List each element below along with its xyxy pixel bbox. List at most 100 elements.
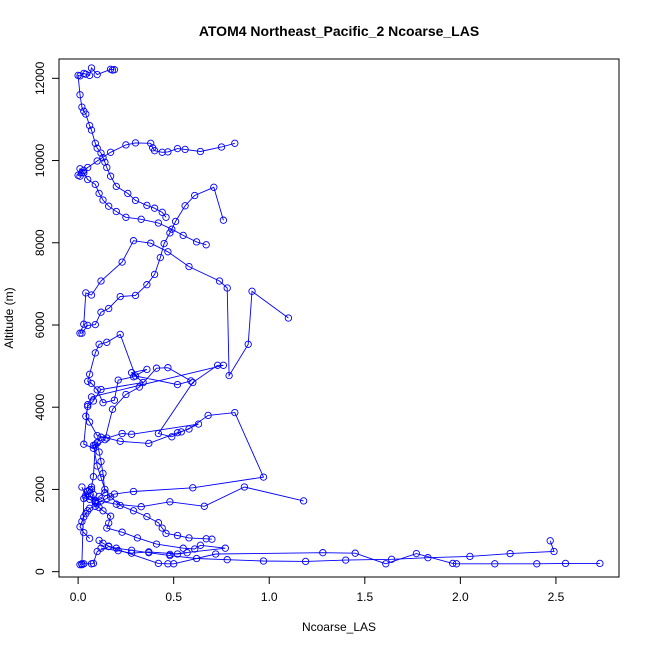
data-point — [133, 534, 142, 542]
data-point — [449, 559, 457, 568]
data-point — [219, 361, 228, 369]
data-point — [160, 239, 168, 248]
data-point — [95, 536, 103, 545]
series-2 — [82, 483, 308, 559]
y-axis-label: Altitude (m) — [2, 287, 16, 348]
data-point — [137, 215, 145, 223]
data-point — [97, 308, 105, 316]
data-point — [145, 549, 153, 557]
data-point — [143, 281, 151, 289]
data-point — [135, 383, 143, 391]
data-point — [129, 237, 138, 245]
data-point — [80, 440, 88, 448]
data-point — [173, 380, 182, 389]
data-point — [452, 560, 461, 568]
series-4 — [74, 139, 239, 249]
data-point — [147, 139, 155, 147]
data-point — [158, 524, 166, 532]
data-point — [122, 390, 130, 399]
data-point — [223, 284, 231, 292]
y-tick-label: 12000 — [33, 61, 47, 95]
data-point — [181, 145, 189, 154]
data-point — [561, 559, 570, 568]
data-point — [76, 165, 84, 173]
data-point — [131, 291, 140, 300]
data-point — [187, 377, 195, 385]
data-point — [259, 557, 268, 565]
data-point — [202, 535, 210, 543]
data-point — [299, 497, 308, 505]
data-point — [87, 379, 96, 388]
y-tick-label: 2000 — [33, 476, 47, 503]
data-point — [97, 457, 105, 466]
data-point — [124, 189, 132, 198]
data-point — [78, 483, 86, 491]
data-point — [116, 437, 124, 445]
data-point — [127, 430, 136, 438]
data-point — [84, 377, 92, 385]
series-0 — [76, 330, 268, 569]
data-point — [80, 166, 88, 175]
data-point — [118, 258, 126, 266]
data-point — [85, 418, 94, 426]
data-point — [550, 547, 558, 556]
data-point — [80, 320, 88, 328]
data-point — [129, 507, 138, 515]
data-point — [382, 560, 390, 568]
data-point — [412, 549, 421, 558]
data-point — [185, 425, 193, 433]
data-point — [154, 559, 163, 568]
data-point — [99, 469, 107, 478]
data-point — [196, 147, 205, 156]
data-point — [112, 182, 120, 191]
data-point — [164, 248, 172, 256]
data-point — [166, 498, 174, 506]
data-point — [116, 292, 124, 301]
data-point — [93, 462, 101, 470]
data-point — [351, 549, 359, 557]
series-line — [77, 67, 167, 218]
data-point — [84, 321, 92, 330]
series-line — [77, 142, 235, 246]
data-point — [506, 549, 514, 558]
series-layer — [74, 64, 604, 569]
data-point — [342, 556, 350, 564]
plot-area-frame — [58, 58, 620, 578]
data-point — [91, 180, 99, 189]
data-point — [164, 148, 172, 156]
data-point — [189, 378, 197, 387]
data-point — [177, 428, 185, 436]
data-point — [84, 175, 92, 184]
data-point — [162, 213, 170, 221]
data-point — [93, 439, 101, 447]
data-point — [212, 550, 220, 558]
data-point — [231, 408, 239, 417]
data-point — [103, 163, 111, 172]
data-point — [129, 487, 138, 496]
data-point — [240, 483, 249, 491]
data-point — [91, 497, 99, 506]
data-point — [127, 546, 136, 554]
data-point — [546, 537, 554, 545]
data-point — [108, 405, 117, 413]
data-point — [76, 91, 84, 99]
data-point — [85, 121, 94, 130]
data-point — [158, 148, 166, 156]
data-point — [78, 103, 86, 111]
data-point — [154, 519, 163, 527]
x-tick-label: 2.5 — [548, 590, 565, 604]
data-point — [78, 561, 86, 569]
x-axis: 0.0 0.5 1.0 1.5 2.0 2.5 — [70, 576, 565, 604]
data-point — [105, 202, 113, 210]
data-point — [95, 189, 103, 198]
series-line — [81, 442, 212, 540]
series-line — [81, 546, 600, 566]
data-point — [84, 402, 92, 411]
series-6 — [78, 439, 216, 543]
data-point — [122, 213, 130, 221]
data-point — [99, 399, 107, 407]
data-point — [101, 489, 109, 497]
data-point — [103, 434, 111, 442]
data-point — [122, 141, 130, 149]
